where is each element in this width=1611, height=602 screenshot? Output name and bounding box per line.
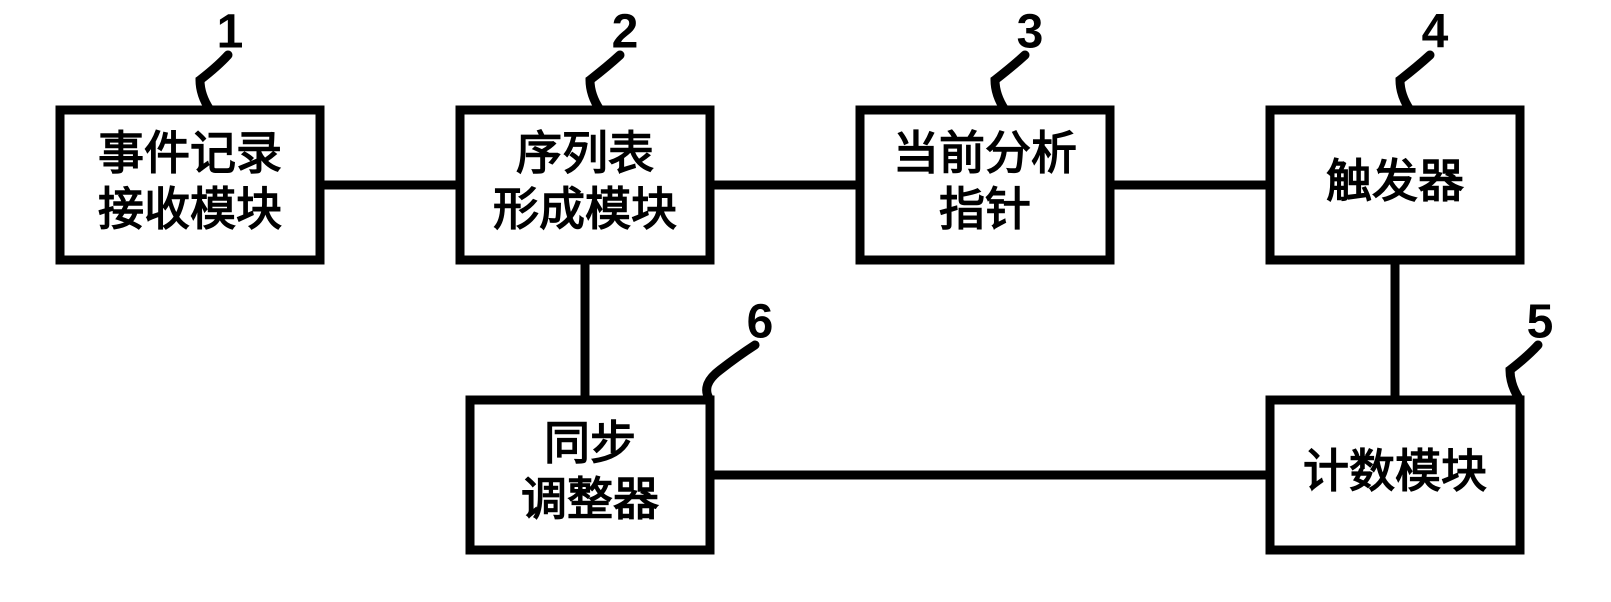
node-n6-callout <box>707 345 755 400</box>
node-n4-number: 4 <box>1422 6 1449 59</box>
node-n1-label-line-1: 接收模块 <box>98 183 282 235</box>
node-n6-label-line-1: 调整器 <box>521 473 660 525</box>
node-n2-callout <box>590 55 620 110</box>
node-n5: 计数模块 5 <box>1270 296 1553 550</box>
node-n5-callout <box>1510 345 1538 400</box>
flowchart: 事件记录接收模块 1 序列表形成模块 2 当前分析指针 3 触发器 4 计数模块 5 同步调整器 6 <box>0 0 1611 602</box>
node-n4-callout <box>1400 55 1430 110</box>
node-n2-number: 2 <box>612 6 639 59</box>
node-n1-label-line-0: 事件记录 <box>98 127 282 179</box>
node-n3-number: 3 <box>1017 6 1044 59</box>
node-n5-label-line-0: 计数模块 <box>1303 445 1487 497</box>
node-n6-label-line-0: 同步 <box>544 417 636 469</box>
node-n1: 事件记录接收模块 1 <box>60 6 320 260</box>
node-n2-label-line-0: 序列表 <box>516 127 654 179</box>
node-n2: 序列表形成模块 2 <box>460 6 710 260</box>
node-n1-callout <box>200 55 228 110</box>
node-n6: 同步调整器 6 <box>470 296 773 550</box>
node-n3-callout <box>995 55 1025 110</box>
node-n4-label-line-0: 触发器 <box>1326 155 1465 207</box>
node-n3-label-line-1: 指针 <box>939 183 1031 235</box>
node-n1-number: 1 <box>217 6 244 59</box>
node-n6-number: 6 <box>747 296 774 349</box>
node-n4: 触发器 4 <box>1270 6 1520 260</box>
node-n5-number: 5 <box>1527 296 1554 349</box>
node-n2-label-line-1: 形成模块 <box>493 183 677 235</box>
node-n3-label-line-0: 当前分析 <box>893 127 1077 179</box>
node-n3: 当前分析指针 3 <box>860 6 1110 260</box>
